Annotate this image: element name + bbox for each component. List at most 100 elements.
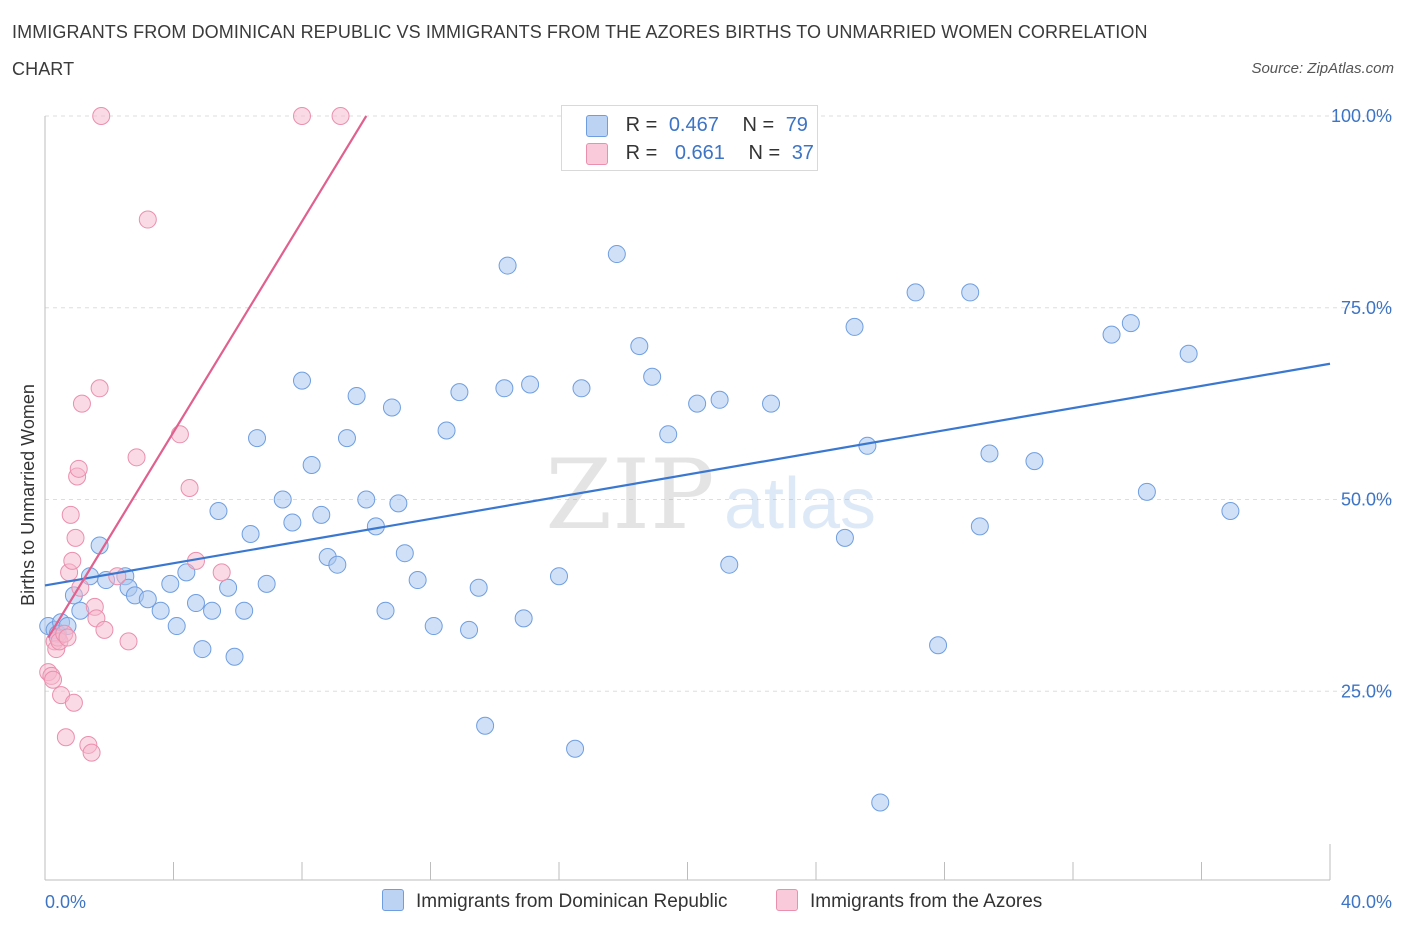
data-point-dominican [906,283,925,302]
data-point-azores [58,628,77,647]
data-point-azores [95,620,114,639]
data-point-azores [82,743,101,762]
n-label: N = [748,142,781,164]
data-point-dominican [980,444,999,463]
data-point-azores [72,394,91,413]
data-point-dominican [151,601,170,620]
data-point-dominican [302,455,321,474]
data-point-dominican [961,283,980,302]
n-value: 79 [785,114,808,136]
y-tick-label: 75.0% [1341,298,1392,318]
watermark: ZIP atlas [545,439,876,551]
data-point-dominican [1025,452,1044,471]
data-point-dominican [476,716,495,735]
data-point-dominican [225,647,244,666]
y-tick-label: 100.0% [1331,106,1392,126]
data-point-dominican [762,394,781,413]
legend-label-dominican: Immigrants from Dominican Republic [416,891,728,912]
data-point-dominican [469,578,488,597]
data-point-dominican [257,574,276,593]
data-point-dominican [643,367,662,386]
data-point-azores [92,107,111,125]
legend-label-azores: Immigrants from the Azores [810,891,1043,912]
source-note: Source: ZipAtlas.com [1251,60,1394,77]
data-point-dominican [521,375,540,394]
data-point-dominican [273,490,292,509]
n-label: N = [742,114,775,136]
x-tick-label: 0.0% [45,892,86,912]
data-point-dominican [337,429,356,448]
data-point-azores [180,478,199,497]
data-point-azores [108,567,127,586]
data-point-dominican [408,571,427,590]
data-point-dominican [566,739,585,758]
data-point-dominican [607,245,626,264]
data-point-dominican [688,394,707,413]
y-axis-label: Births to Unmarried Women [18,384,38,606]
watermark-atlas: atlas [724,464,876,544]
correlation-legend: R = 0.467 N = 79 R = 0.661 N = 37 [561,105,818,171]
data-point-dominican [248,429,267,448]
data-point-azores [44,670,63,689]
r-value: 0.661 [674,142,725,164]
legend-swatch-azores [586,142,608,165]
data-point-dominican [550,567,568,586]
data-point-azores [119,632,138,651]
data-point-dominican [498,256,517,275]
data-point-dominican [138,590,157,609]
series-legend: Immigrants from Dominican Republic Immig… [0,889,1406,914]
data-point-azores [212,563,231,582]
series-dominican-points [39,245,1240,812]
trend-line-dominican [44,362,1331,587]
data-point-dominican [1102,325,1121,344]
data-point-dominican [382,398,401,417]
data-point-dominican [376,601,395,620]
data-point-dominican [389,494,408,513]
axes [44,116,1331,881]
data-point-dominican [495,379,514,398]
data-point-dominican [203,601,222,620]
series-azores-points [39,107,350,762]
trend-line-azores [47,115,368,639]
data-point-azores [170,425,189,444]
legend-item-dominican: Immigrants from Dominican Republic [382,889,728,914]
legend-swatch-azores [776,889,798,912]
r-value: 0.467 [668,114,719,136]
chart-title: IMMIGRANTS FROM DOMINICAN REPUBLIC VS IM… [12,22,1148,79]
data-point-azores [127,448,146,467]
data-point-azores [90,379,109,398]
data-point-dominican [1137,482,1156,501]
n-value: 37 [791,142,814,164]
data-point-azores [63,551,82,570]
data-point-dominican [659,425,678,444]
data-point-azores [64,693,83,712]
data-point-dominican [858,436,877,455]
data-point-dominican [514,609,533,628]
data-point-dominican [1179,344,1198,363]
data-point-dominican [161,574,180,593]
data-point-dominican [437,421,456,440]
data-point-azores [69,459,88,478]
legend-row-azores: R = 0.661 N = 37 [586,141,814,165]
data-point-dominican [395,544,414,563]
data-point-dominican [193,640,212,659]
r-label: R = [625,142,658,164]
data-point-dominican [167,617,186,636]
data-point-dominican [235,601,254,620]
data-point-dominican [357,490,376,509]
r-label: R = [625,114,658,136]
data-point-dominican [929,636,948,655]
data-point-dominican [293,371,311,390]
data-point-azores [293,107,311,125]
y-tick-label: 25.0% [1341,681,1392,701]
tick-labels: 25.0% 50.0% 75.0% 100.0% 0.0% 40.0% [45,106,1392,912]
data-point-dominican [347,386,366,405]
data-point-dominican [241,525,260,544]
data-point-dominican [1221,502,1240,521]
data-point-dominican [177,563,196,582]
data-point-dominican [186,594,205,613]
data-point-dominican [460,620,479,639]
data-point-dominican [630,337,649,356]
data-point-azores [61,505,80,524]
